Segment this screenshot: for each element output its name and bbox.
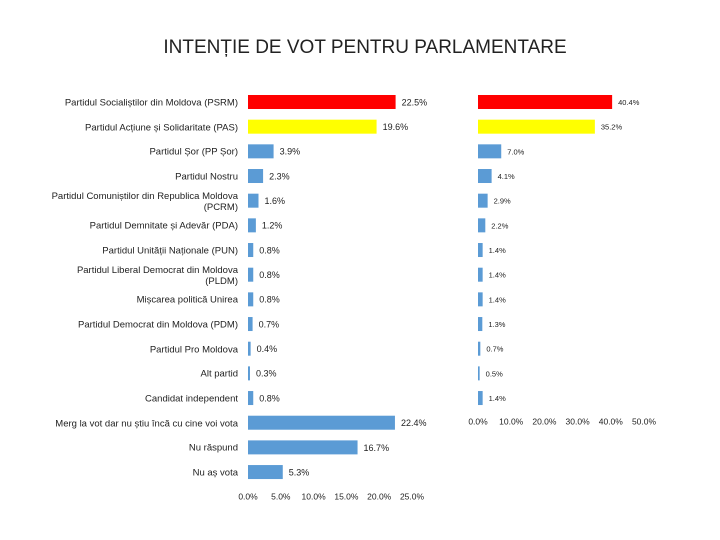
bar xyxy=(478,95,613,109)
bar xyxy=(478,267,483,282)
value-label: 3.9% xyxy=(280,147,301,157)
value-label: 0.8% xyxy=(259,295,280,305)
category-label: Merg la vot dar nu știu încă cu cine voi… xyxy=(55,418,238,430)
category-label: Alt partid xyxy=(200,368,239,380)
value-label: 35.2% xyxy=(601,123,623,132)
bar xyxy=(478,169,492,184)
bar xyxy=(248,440,358,455)
bar xyxy=(248,119,377,134)
value-label: 1.6% xyxy=(264,196,285,206)
bar xyxy=(248,193,259,208)
bar xyxy=(478,341,481,356)
x-tick-label: 40.0% xyxy=(599,416,624,426)
category-label: Partidul Socialiștilor din Moldova (PSRM… xyxy=(64,97,238,109)
x-tick-label: 0.0% xyxy=(238,491,258,501)
category-label: Nu răspund xyxy=(188,442,238,454)
value-label: 0.3% xyxy=(256,369,277,379)
value-label: 40.4% xyxy=(618,98,640,107)
value-label: 0.8% xyxy=(259,393,280,403)
bar xyxy=(248,169,264,184)
value-label: 1.2% xyxy=(262,221,283,231)
value-label: 4.1% xyxy=(498,172,515,181)
value-label: 2.9% xyxy=(494,197,511,206)
category-label: Partidul Acțiune și Solidaritate (PAS) xyxy=(85,122,238,134)
x-tick-label: 25.0% xyxy=(400,491,425,501)
x-tick-label: 0.0% xyxy=(468,416,488,426)
x-tick-label: 10.0% xyxy=(499,416,524,426)
bar xyxy=(248,243,254,258)
value-label: 1.4% xyxy=(489,246,506,255)
value-label: 0.8% xyxy=(259,270,280,280)
bar xyxy=(248,415,395,430)
bar xyxy=(478,366,480,381)
bar xyxy=(248,465,283,480)
bar xyxy=(478,243,483,258)
chart-title: INTENȚIE DE VOT PENTRU PARLAMENTARE xyxy=(163,37,566,58)
bar xyxy=(478,218,486,233)
value-label: 0.8% xyxy=(259,245,280,255)
bar xyxy=(248,292,254,307)
bar xyxy=(478,193,488,208)
value-label: 1.4% xyxy=(489,394,506,403)
bar xyxy=(248,341,251,356)
category-label: Nu aș vota xyxy=(192,467,238,479)
x-tick-label: 20.0% xyxy=(532,416,557,426)
value-label: 2.2% xyxy=(491,221,508,230)
value-label: 7.0% xyxy=(507,147,524,156)
bar xyxy=(478,317,483,332)
bar xyxy=(478,292,483,307)
category-label: Partidul Liberal Democrat din Moldova (P… xyxy=(76,264,238,287)
category-label: Partidul Democrat din Moldova (PDM) xyxy=(78,319,238,331)
x-tick-label: 20.0% xyxy=(367,491,392,501)
bar xyxy=(248,267,254,282)
value-label: 0.7% xyxy=(486,345,503,354)
category-label: Partidul Șor (PP Șor) xyxy=(149,146,238,158)
bar xyxy=(478,119,595,134)
x-tick-label: 5.0% xyxy=(271,491,291,501)
value-label: 16.7% xyxy=(364,443,390,453)
value-label: 2.3% xyxy=(269,171,290,181)
category-label: Candidat independent xyxy=(145,393,238,405)
value-label: 5.3% xyxy=(289,467,310,477)
bar xyxy=(248,144,274,159)
value-label: 1.3% xyxy=(488,320,505,329)
value-label: 0.7% xyxy=(259,319,280,329)
bar xyxy=(248,366,250,381)
value-label: 0.4% xyxy=(257,344,278,354)
bar xyxy=(248,218,256,233)
value-label: 22.5% xyxy=(402,97,428,107)
category-label: Partidul Nostru xyxy=(175,171,238,183)
x-tick-label: 10.0% xyxy=(302,491,327,501)
value-label: 1.4% xyxy=(489,295,506,304)
bar xyxy=(478,391,483,406)
category-label: Mișcarea politică Unirea xyxy=(136,294,238,306)
category-label: Partidul Demnitate și Adevăr (PDA) xyxy=(89,220,238,232)
bar xyxy=(248,95,396,109)
value-label: 19.6% xyxy=(383,122,409,132)
bar xyxy=(248,317,253,332)
category-label: Partidul Comuniștilor din Republica Mold… xyxy=(51,190,238,213)
value-label: 22.4% xyxy=(401,418,427,428)
value-label: 0.5% xyxy=(486,369,503,378)
x-tick-label: 30.0% xyxy=(566,416,591,426)
category-label: Partidul Pro Moldova xyxy=(149,344,238,356)
x-tick-label: 50.0% xyxy=(632,416,657,426)
category-label: Partidul Unității Naționale (PUN) xyxy=(102,245,238,257)
x-tick-label: 15.0% xyxy=(334,491,359,501)
bar xyxy=(248,391,254,406)
bar xyxy=(478,144,502,159)
value-label: 1.4% xyxy=(489,271,506,280)
